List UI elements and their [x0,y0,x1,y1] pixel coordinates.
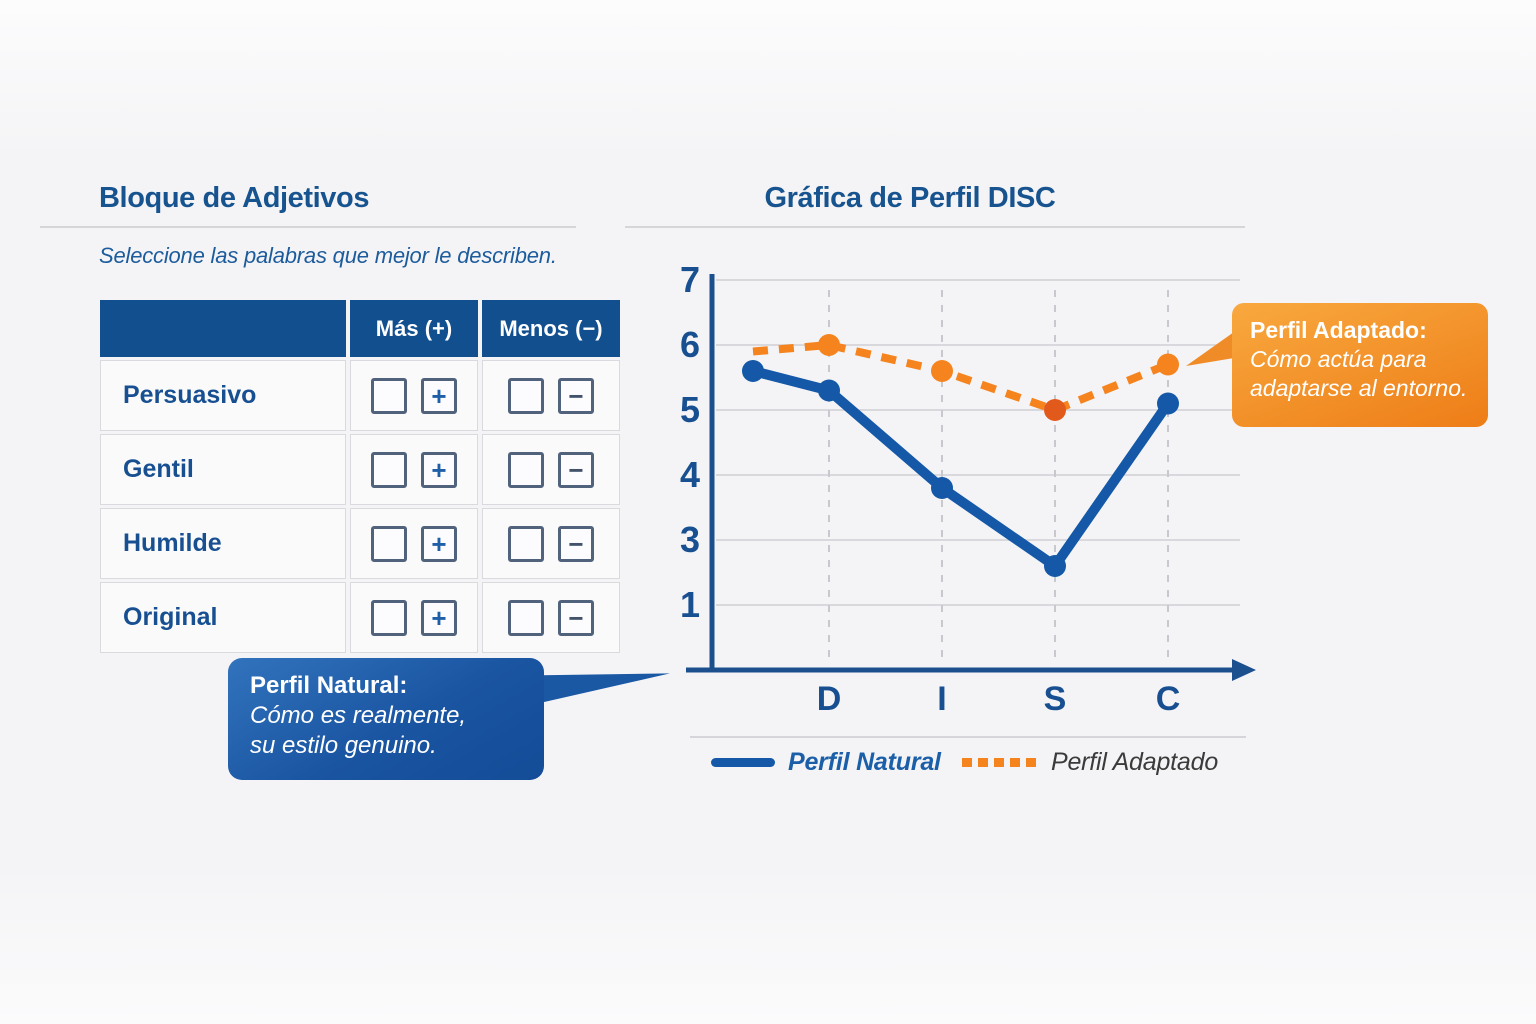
x-tick-label: I [937,680,946,718]
natural-callout-line: Cómo es realmente, [250,702,467,729]
adapted-line-swatch [962,757,1038,767]
x-tick-label: D [817,680,842,718]
natural-callout-line: su estilo genuino. [250,732,437,759]
adapted-point-highlight [1044,399,1066,421]
legend-divider [690,736,1246,738]
mas-cell: + [350,508,478,579]
menos-cell: − [482,508,620,579]
natural-point [1044,555,1066,577]
y-tick-label: 4 [680,454,700,495]
menos-cell: − [482,360,620,431]
adapted-callout-line: adaptarse al entorno. [1250,375,1468,401]
checkbox-menos-empty[interactable] [508,599,544,636]
menos-cell: − [482,434,620,505]
checkbox-mas-empty[interactable] [371,525,407,562]
table-header-menos: Menos (−) [482,300,620,357]
adjective-table: Más (+) Menos (−) Persuasivo + − Gentil + − Humi… [100,300,620,653]
adjective-label: Original [100,582,346,653]
y-tick-label: 5 [680,389,700,430]
chart-panel-divider [625,226,1245,228]
adapted-point [931,360,953,382]
legend-item-adapted: Perfil Adaptado [962,746,1218,778]
adapted-callout-title: Perfil Adaptado: [1250,317,1427,343]
table-header-adjective [100,300,346,357]
mas-cell: + [350,434,478,505]
x-tick-label: C [1156,680,1181,718]
adjective-label: Persuasivo [100,360,346,431]
legend-label-natural: Perfil Natural [788,747,941,776]
checkbox-menos-empty[interactable] [508,525,544,562]
checkbox-menos-minus[interactable]: − [558,451,594,488]
checkbox-mas-plus[interactable]: + [421,451,457,488]
natural-point [931,477,953,499]
checkbox-menos-empty[interactable] [508,377,544,414]
checkbox-mas-plus[interactable]: + [421,377,457,414]
checkbox-mas-plus[interactable]: + [421,525,457,562]
adapted-profile-callout: Perfil Adaptado: Cómo actúa para adaptar… [1232,303,1488,427]
adapted-callout-line: Cómo actúa para [1250,346,1427,372]
adapted-profile-line [752,341,1170,414]
adapted-point [1157,353,1179,376]
legend-item-natural: Perfil Natural [711,746,941,778]
checkbox-mas-empty[interactable] [371,451,407,488]
adapted-callout-pointer [1186,332,1234,366]
checkbox-mas-empty[interactable] [371,599,407,636]
adjective-label: Gentil [100,434,346,505]
y-tick-label: 1 [680,584,700,625]
disc-profile-chart: 7 6 5 4 3 1 D I S C [680,259,1256,718]
checkbox-mas-plus[interactable]: + [421,599,457,636]
adjective-label: Humilde [100,508,346,579]
left-panel-title: Bloque de Adjetivos [99,182,370,214]
y-tick-label: 3 [680,519,700,560]
y-tick-label: 6 [680,324,700,365]
natural-line-swatch [711,757,775,767]
menos-cell: − [482,582,620,653]
mas-cell: + [350,582,478,653]
natural-profile-callout: Perfil Natural: Cómo es realmente, su es… [228,658,544,780]
checkbox-menos-empty[interactable] [508,451,544,488]
checkbox-menos-minus[interactable]: − [558,525,594,562]
checkbox-menos-minus[interactable]: − [558,377,594,414]
legend-label-adapted: Perfil Adaptado [1051,747,1219,776]
natural-point [1157,392,1179,415]
natural-point [742,360,764,382]
y-tick-label: 7 [680,259,700,300]
x-tick-label: S [1044,680,1067,718]
x-axis-arrow-icon [1232,659,1256,681]
adapted-point [818,334,840,356]
chart-panel-title: Gráfica de Perfil DISC [764,182,1056,214]
mas-cell: + [350,360,478,431]
left-panel-subtitle: Seleccione las palabras que mejor le des… [99,243,557,268]
checkbox-mas-empty[interactable] [371,377,407,414]
left-panel-divider [40,226,576,228]
table-header-mas: Más (+) [350,300,478,357]
natural-point [818,379,840,402]
natural-callout-title: Perfil Natural: [250,672,408,699]
checkbox-menos-minus[interactable]: − [558,599,594,636]
natural-profile-line [748,366,1173,571]
